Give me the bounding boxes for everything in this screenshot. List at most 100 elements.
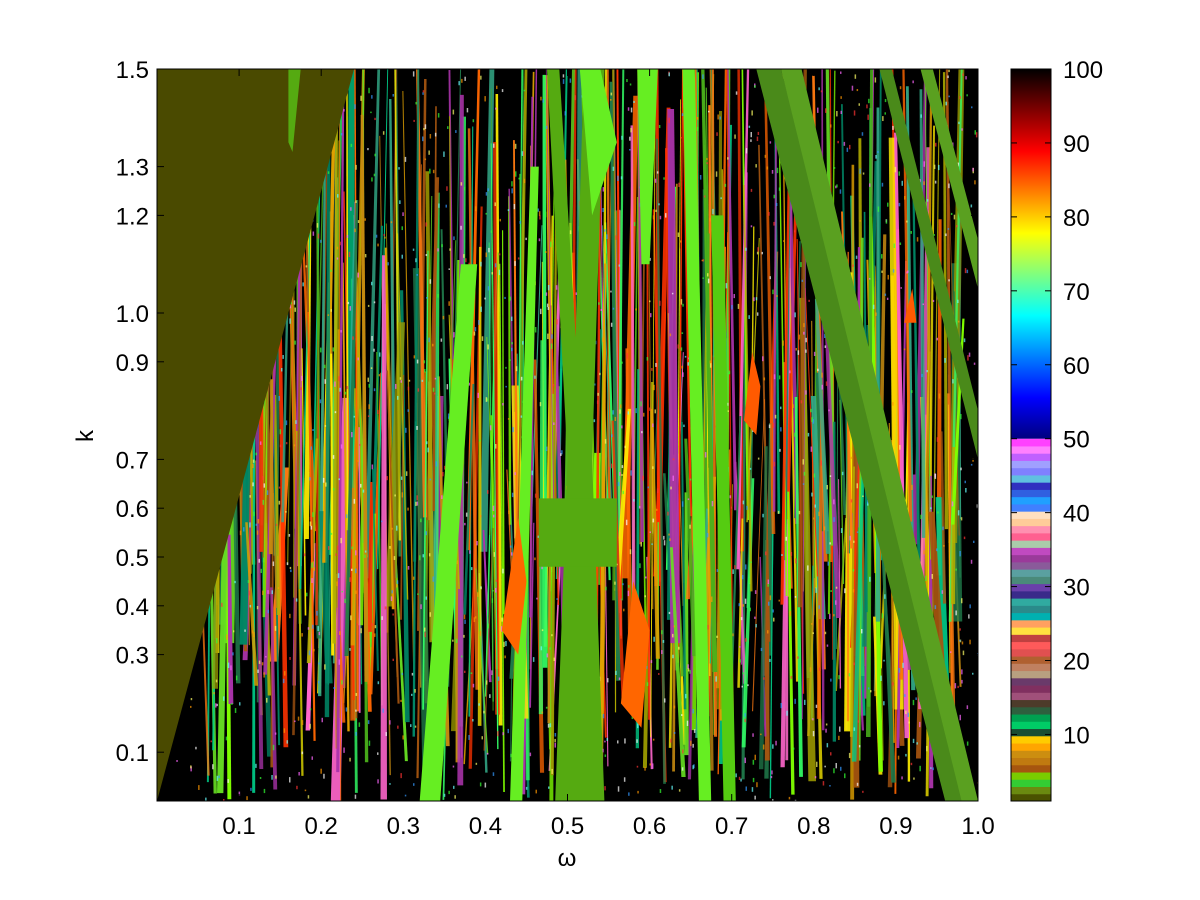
x-tick-label: 1.0 — [961, 813, 994, 840]
heatmap-speckle — [496, 85, 498, 90]
heatmap-speckle — [650, 660, 653, 664]
heatmap-speckle — [933, 164, 936, 169]
heatmap-speckle — [959, 628, 961, 631]
heatmap-speckle — [966, 94, 968, 97]
heatmap-speckle — [752, 777, 755, 783]
heatmap-speckle — [390, 221, 393, 224]
heatmap-speckle — [479, 631, 482, 636]
heatmap-speckle — [934, 180, 937, 184]
heatmap-speckle — [368, 384, 370, 388]
heatmap-speckle — [833, 614, 835, 617]
heatmap-speckle — [309, 477, 311, 481]
heatmap-speckle — [385, 732, 387, 737]
heatmap-speckle — [324, 664, 326, 670]
heatmap-speckle — [935, 142, 937, 147]
colorbar-segment — [1011, 692, 1051, 701]
heatmap-speckle — [424, 124, 427, 129]
heatmap-speckle — [635, 408, 637, 414]
heatmap-speckle — [627, 590, 630, 597]
heatmap-speckle — [359, 444, 361, 446]
heatmap-speckle — [636, 739, 638, 743]
heatmap-speckle — [905, 710, 907, 715]
heatmap-speckle — [740, 778, 742, 782]
heatmap-speckle — [320, 239, 322, 243]
heatmap-speckle — [452, 639, 454, 642]
heatmap-speckle — [455, 638, 458, 644]
heatmap-speckle — [429, 168, 431, 174]
heatmap-speckle — [886, 297, 889, 300]
heatmap-speckle — [574, 95, 577, 101]
heatmap-speckle — [317, 681, 320, 684]
colorbar-tick-label: 100 — [1063, 57, 1103, 84]
heatmap-speckle — [481, 736, 483, 740]
heatmap-speckle — [429, 279, 432, 284]
heatmap-speckle — [476, 541, 478, 546]
heatmap-speckle — [748, 578, 750, 583]
heatmap-speckle — [520, 415, 523, 418]
heatmap-speckle — [407, 409, 409, 412]
heatmap-speckle — [857, 720, 860, 723]
heatmap-speckle — [463, 254, 465, 258]
heatmap-speckle — [963, 338, 966, 343]
heatmap-speckle — [511, 492, 514, 498]
heatmap-speckle — [290, 569, 292, 573]
heatmap-speckle — [962, 650, 965, 656]
heatmap-speckle — [425, 531, 427, 536]
heatmap-speckle — [968, 352, 971, 357]
x-tick-label: 0.5 — [551, 813, 584, 840]
heatmap-speckle — [881, 270, 883, 273]
heatmap-speckle — [371, 623, 373, 627]
heatmap-streak — [227, 534, 234, 704]
heatmap-speckle — [266, 490, 269, 495]
heatmap-speckle — [371, 177, 373, 182]
heatmap-speckle — [569, 230, 572, 235]
heatmap-speckle — [489, 425, 492, 431]
heatmap-speckle — [448, 268, 450, 270]
heatmap-speckle — [484, 782, 487, 788]
heatmap-speckle — [883, 659, 885, 662]
heatmap-speckle — [773, 374, 776, 380]
heatmap-speckle — [471, 567, 473, 571]
heatmap-speckle — [803, 323, 805, 328]
heatmap-speckle — [706, 157, 708, 161]
heatmap-speckle — [923, 161, 925, 167]
heatmap-speckle — [809, 667, 812, 672]
heatmap-band — [781, 69, 978, 801]
colorbar-segment — [1011, 750, 1051, 759]
heatmap-speckle — [614, 416, 617, 421]
heatmap-speckle — [523, 89, 526, 92]
x-axis-title: ω — [558, 845, 577, 872]
heatmap-speckle — [750, 188, 753, 192]
heatmap-speckle — [258, 660, 261, 664]
heatmap-speckle — [377, 779, 379, 784]
heatmap-speckle — [793, 230, 796, 233]
heatmap-speckle — [961, 598, 963, 604]
heatmap-speckle — [402, 212, 404, 217]
heatmap-speckle — [702, 74, 704, 79]
heatmap-speckle — [685, 693, 687, 699]
heatmap-speckle — [223, 799, 225, 801]
colorbar-segment — [1011, 598, 1051, 606]
heatmap-streak — [780, 69, 792, 605]
heatmap-speckle — [650, 313, 652, 318]
heatmap-speckle — [514, 472, 516, 476]
heatmap-speckle — [522, 341, 524, 345]
heatmap-speckle — [413, 783, 415, 786]
heatmap-speckle — [545, 125, 548, 129]
heatmap-speckle — [790, 675, 793, 679]
heatmap-streak — [490, 143, 499, 750]
heatmap-speckle — [275, 775, 277, 779]
y-tick-label: 1.3 — [116, 155, 149, 182]
heatmap-speckle — [434, 392, 436, 395]
heatmap-speckle — [514, 261, 516, 266]
heatmap-speckle — [833, 499, 835, 505]
heatmap-speckle — [420, 604, 422, 610]
heatmap-speckle — [835, 763, 837, 769]
heatmap-streak — [650, 408, 660, 659]
heatmap-speckle — [426, 441, 428, 445]
heatmap-speckle — [401, 672, 404, 676]
heatmap-speckle — [539, 215, 541, 220]
heatmap-speckle — [750, 225, 753, 228]
heatmap-speckle — [795, 348, 797, 351]
colorbar-segment — [1011, 460, 1051, 469]
